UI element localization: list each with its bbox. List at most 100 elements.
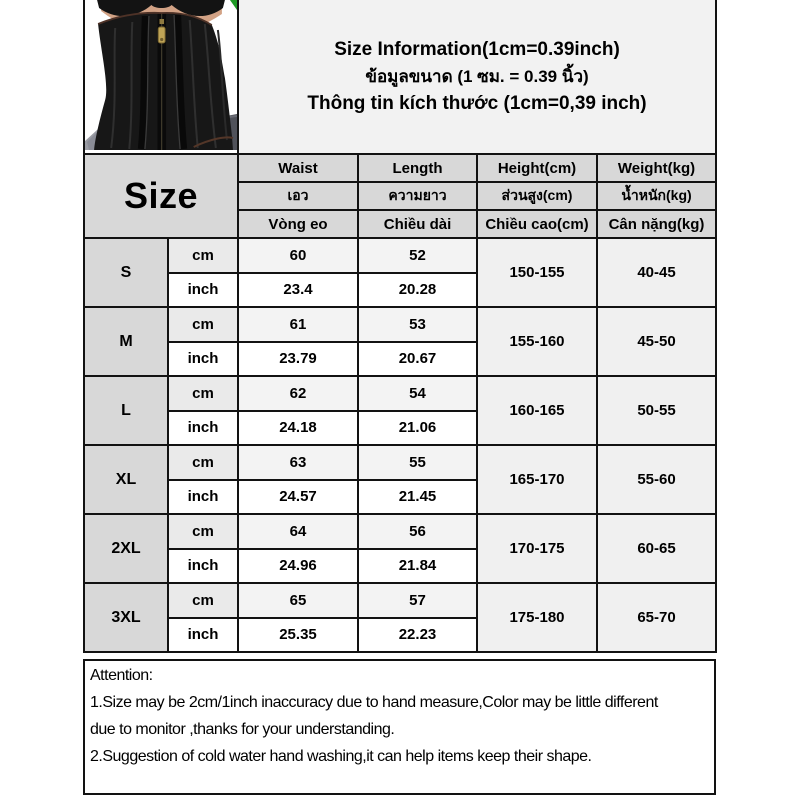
length-cm-value: 57 [357, 582, 478, 619]
attention-line: due to monitor ,thanks for your understa… [90, 721, 395, 738]
waist-inch-value: 24.18 [237, 409, 359, 446]
col-header-waist-en: Waist [237, 153, 359, 183]
weight-range: 40-45 [596, 237, 717, 308]
table-row: XL cm 63 55 165-170 55-60 [83, 444, 717, 515]
title-cell: Size Information(1cm=0.39inch) ข้อมูลขนา… [237, 0, 717, 155]
boning-line [128, 21, 134, 150]
table-row: 2XL cm 64 56 170-175 60-65 [83, 513, 717, 584]
corset-hem-trim [193, 136, 234, 148]
weight-range: 45-50 [596, 306, 717, 377]
waist-cm-value: 64 [237, 513, 359, 550]
size-table: Size Information(1cm=0.39inch) ข้อมูลขนา… [83, 0, 717, 653]
table-row: S cm 60 52 150-155 40-45 [83, 237, 717, 308]
weight-range: 55-60 [596, 444, 717, 515]
unit-cm-label: cm [167, 375, 239, 412]
zipper-pull [157, 26, 166, 44]
boning-line [110, 27, 117, 149]
satin-highlight [144, 15, 150, 150]
col-header-height-en: Height(cm) [476, 153, 598, 183]
satin-highlight [173, 14, 181, 150]
col-header-waist-vi: Vòng eo [237, 209, 359, 239]
zipper-pull-hole [160, 37, 164, 42]
title-vietnamese: Thông tin kích thước (1cm=0,39 inch) [307, 93, 647, 114]
weight-range: 65-70 [596, 582, 717, 653]
unit-cm-label: cm [167, 444, 239, 481]
size-label-2xl: 2XL [83, 513, 169, 584]
unit-inch-label: inch [167, 271, 239, 308]
height-range: 160-165 [476, 375, 598, 446]
length-inch-value: 20.67 [357, 340, 478, 377]
waist-cm-value: 60 [237, 237, 359, 274]
satin-band [137, 15, 149, 150]
length-inch-value: 20.28 [357, 271, 478, 308]
length-cm-value: 55 [357, 444, 478, 481]
boning-line [203, 23, 217, 149]
attention-title: Attention: [90, 667, 153, 684]
length-cm-value: 53 [357, 306, 478, 343]
table-row: inch 24.57 21.45 [84, 478, 716, 515]
height-range: 165-170 [476, 444, 598, 515]
length-inch-value: 21.84 [357, 547, 478, 584]
zipper-stop [159, 19, 165, 24]
waist-cm-value: 62 [237, 375, 359, 412]
waist-inch-value: 23.4 [237, 271, 359, 308]
waist-inch-value: 25.35 [237, 616, 359, 653]
boning-line [188, 19, 199, 149]
col-header-weight-th: น้ำหนัก(kg) [596, 181, 717, 211]
col-header-weight-vi: Cân nặng(kg) [596, 209, 717, 239]
table-row: inch 24.18 21.06 [84, 409, 716, 446]
unit-cm-label: cm [167, 306, 239, 343]
col-header-waist-th: เอว [237, 181, 359, 211]
weight-range: 50-55 [596, 375, 717, 446]
waist-inch-value: 23.79 [237, 340, 359, 377]
satin-band [174, 14, 188, 150]
unit-inch-label: inch [167, 478, 239, 515]
table-row: inch 24.96 21.84 [84, 547, 716, 584]
unit-cm-label: cm [167, 513, 239, 550]
unit-inch-label: inch [167, 409, 239, 446]
col-header-weight-en: Weight(kg) [596, 153, 717, 183]
length-inch-value: 21.06 [357, 409, 478, 446]
col-header-length-vi: Chiều dài [357, 209, 478, 239]
length-inch-value: 22.23 [357, 616, 478, 653]
height-range: 170-175 [476, 513, 598, 584]
length-cm-value: 54 [357, 375, 478, 412]
waist-cm-value: 61 [237, 306, 359, 343]
table-row: 3XL cm 65 57 175-180 65-70 [83, 582, 717, 653]
weight-range: 60-65 [596, 513, 717, 584]
green-corner-triangle [230, 1, 236, 9]
unit-cm-label: cm [167, 237, 239, 274]
unit-cm-label: cm [167, 582, 239, 619]
unit-inch-label: inch [167, 547, 239, 584]
col-header-height-vi: Chiều cao(cm) [476, 209, 598, 239]
product-photo-cell [83, 0, 239, 155]
attention-line: 2.Suggestion of cold water hand washing,… [90, 748, 592, 765]
length-cm-value: 52 [357, 237, 478, 274]
col-header-length-th: ความยาว [357, 181, 478, 211]
size-label-3xl: 3XL [83, 582, 169, 653]
length-inch-value: 21.45 [357, 478, 478, 515]
attention-note-box: Attention: 1.Size may be 2cm/1inch inacc… [83, 659, 716, 795]
waist-inch-value: 24.96 [237, 547, 359, 584]
table-row: inch 23.4 20.28 [84, 271, 716, 308]
table-row: inch 25.35 22.23 [84, 616, 716, 653]
length-cm-value: 56 [357, 513, 478, 550]
title-thai: ข้อมูลขนาด (1 ซม. = 0.39 นิ้ว) [365, 67, 589, 86]
size-label-s: S [83, 237, 169, 308]
col-header-length-en: Length [357, 153, 478, 183]
table-row: L cm 62 54 160-165 50-55 [83, 375, 717, 446]
height-range: 155-160 [476, 306, 598, 377]
corset-top-trim [97, 11, 213, 26]
height-range: 150-155 [476, 237, 598, 308]
boning-line [216, 29, 228, 141]
size-label-m: M [83, 306, 169, 377]
height-range: 175-180 [476, 582, 598, 653]
attention-line: 1.Size may be 2cm/1inch inaccuracy due t… [90, 694, 658, 711]
size-header: Size [83, 153, 239, 239]
col-header-height-th: ส่วนสูง(cm) [476, 181, 598, 211]
waist-inch-value: 24.57 [237, 478, 359, 515]
title-english: Size Information(1cm=0.39inch) [334, 39, 620, 60]
size-label-xl: XL [83, 444, 169, 515]
corset-product-image [86, 1, 236, 152]
